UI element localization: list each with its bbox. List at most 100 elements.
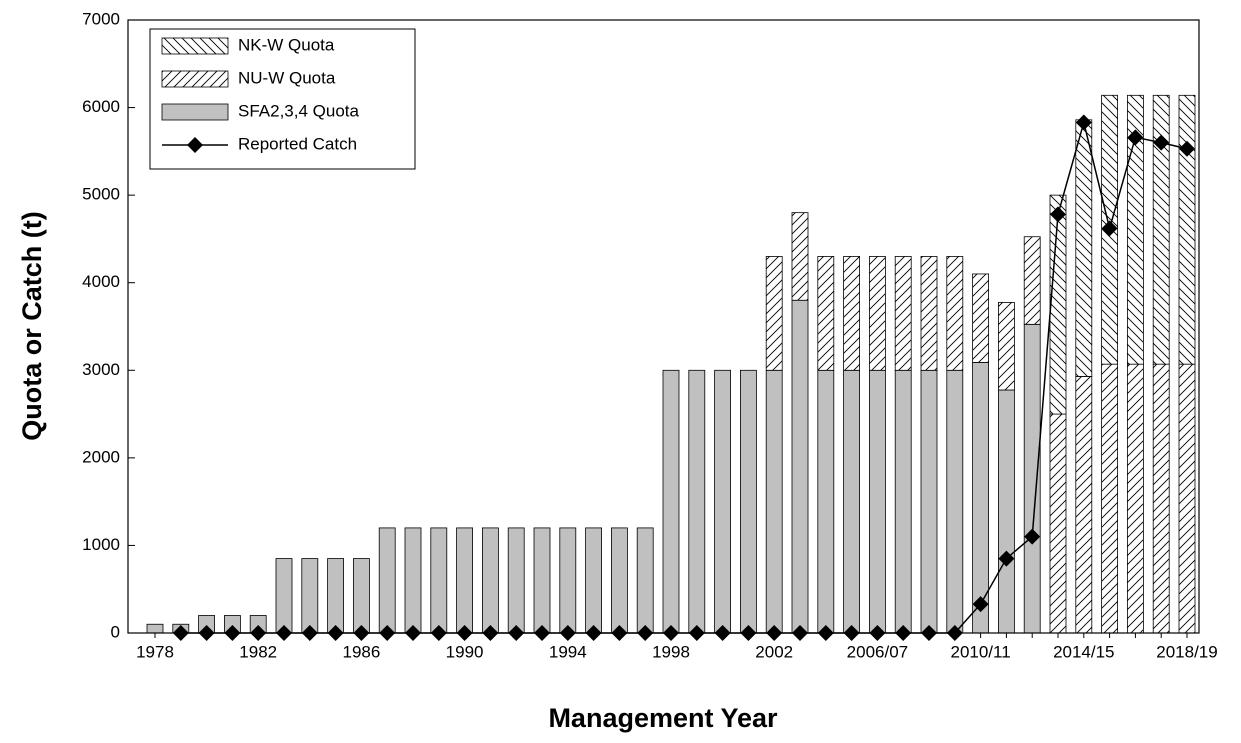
bar [611,527,628,634]
catch-marker [972,596,989,613]
bar [972,273,989,363]
catch-marker [405,625,421,641]
bar [869,369,886,634]
bar [894,256,912,371]
catch-marker [353,625,370,641]
x-tick-label: 1990 [446,642,484,661]
x-tick-label: 1986 [342,642,380,661]
catch-marker [843,625,860,641]
catch-marker [534,625,550,641]
y-tick-label: 5000 [82,185,120,204]
bar [327,558,345,634]
bar [869,256,886,371]
bar [946,369,964,634]
catch-marker [1075,114,1092,131]
bar [533,527,551,634]
catch-marker [276,625,292,641]
bar [275,558,293,634]
legend-label: NK-W Quota [238,35,335,54]
catch-marker [508,625,525,641]
x-tick-label: 1982 [239,642,277,661]
y-tick-label: 2000 [82,447,120,466]
catch-marker [998,550,1015,567]
catch-marker [766,625,783,641]
catch-marker [869,625,886,641]
bar [894,369,912,634]
catch-marker [430,625,447,641]
bar [507,527,525,634]
bar [430,527,448,634]
catch-marker [1024,528,1041,545]
catch-marker [250,625,267,641]
bar [1023,323,1041,634]
bar [585,527,602,634]
bar [998,389,1015,634]
bar [765,369,783,634]
bar [1152,94,1170,365]
catch-line [180,119,1188,634]
catch-marker [714,625,731,641]
catch-marker [559,625,576,641]
y-axis-title: Quota or Catch (t) [17,211,47,441]
catch-marker [1127,129,1144,146]
bar [1101,363,1118,634]
catch-marker [224,625,241,641]
catch-marker [688,625,705,641]
bar [688,369,706,634]
bar [1152,363,1170,634]
bar [1127,363,1144,634]
y-tick-label: 1000 [82,535,120,554]
y-tick-label: 6000 [82,97,120,116]
bar [404,527,422,634]
catch-marker [817,625,834,641]
catch-marker [946,625,963,641]
bar [817,256,835,371]
catch-marker [198,625,215,641]
x-tick-label: 2006/07 [847,642,908,661]
catch-marker [792,625,808,641]
catch-marker [895,625,912,641]
bar [972,362,989,634]
catch-marker [172,625,189,641]
x-tick-label: 2010/11 [950,642,1010,661]
catch-marker [740,625,757,641]
legend-swatch [161,37,229,55]
bar [1178,94,1196,365]
bar [843,256,860,371]
catch-marker [1101,220,1118,237]
x-tick-label: 1994 [549,642,587,661]
bar [817,369,835,634]
bar [481,527,499,634]
catch-marker [585,625,602,641]
bar [378,527,396,634]
bar [456,527,474,634]
catch-marker [327,625,344,641]
x-tick-label: 2018/19 [1156,642,1217,661]
bar [1075,376,1093,634]
catch-marker [1050,206,1066,223]
bar [662,369,680,634]
bar [1049,194,1067,415]
x-tick-label: 1998 [652,642,690,661]
legend-label: Reported Catch [238,134,357,153]
catch-marker [1153,134,1170,151]
bar [920,369,938,634]
catch-marker [611,625,628,641]
legend-label: NU-W Quota [238,68,336,87]
x-tick-label: 2014/15 [1053,642,1114,661]
bar [946,256,964,371]
legend-swatch [161,103,229,121]
bar [559,527,577,634]
catch-marker [456,625,473,641]
legend-label: SFA2,3,4 Quota [238,101,360,120]
y-tick-label: 0 [111,622,120,641]
y-tick-label: 3000 [82,360,120,379]
catch-marker [663,625,679,641]
catch-marker [1179,140,1195,157]
bar [920,256,938,371]
bar [843,369,860,634]
bar [1127,94,1144,365]
bar [301,558,319,634]
bar [636,527,654,634]
